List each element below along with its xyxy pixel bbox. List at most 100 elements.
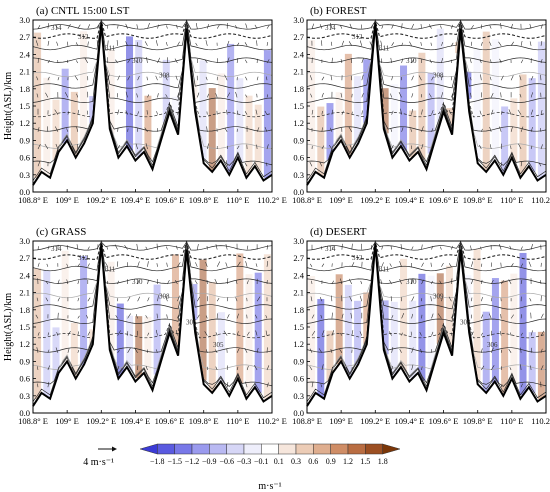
isentrope-line: [32, 242, 273, 353]
wind-vector: [499, 330, 502, 336]
wind-vector: [66, 245, 69, 250]
wind-vector: [77, 24, 81, 29]
wind-vector: [97, 24, 100, 29]
wind-vector: [399, 261, 402, 267]
colorbar-box: [209, 443, 227, 455]
contour-label: 310: [132, 57, 143, 65]
wind-vector: [309, 348, 313, 353]
y-tick-label: 1.5: [293, 101, 304, 111]
wind-vector: [341, 110, 344, 115]
panel-title: (b) FOREST: [310, 5, 367, 17]
wind-vector: [401, 332, 403, 336]
wind-vector: [236, 145, 240, 150]
wind-vector: [177, 262, 181, 267]
wind-vector: [319, 296, 323, 302]
wind-vector: [361, 93, 364, 98]
isentrope-line: [306, 242, 547, 272]
isentrope-line: [306, 21, 547, 149]
wind-vector: [320, 384, 323, 388]
wind-vector: [47, 365, 50, 371]
isentrope-line: [32, 21, 273, 166]
wind-vector: [481, 128, 483, 132]
y-tick-label: 1.2: [19, 339, 30, 349]
wind-vector: [411, 246, 414, 250]
wind-vector: [518, 143, 522, 150]
wind-vector: [489, 76, 492, 81]
wind-vector: [520, 314, 522, 319]
velocity-band: [116, 303, 124, 376]
wind-vector: [310, 93, 313, 98]
wind-vector: [331, 57, 333, 64]
colorbar: 4 m·s⁻¹ −1.8 −1.5 −1.2 −0.9 −0.6 −0.3 −0.1 0.1 0…: [83, 443, 401, 492]
velocity-band: [144, 316, 152, 381]
wind-vector: [331, 330, 335, 336]
isentrope-line: [306, 242, 547, 339]
wind-vector: [127, 313, 131, 319]
wind-vector: [155, 349, 158, 353]
wind-vector: [530, 365, 532, 371]
velocity-band: [308, 276, 316, 400]
wind-vector: [441, 41, 444, 46]
y-tick-label: 2.4: [293, 270, 304, 280]
y-tick-label: 0.0: [19, 187, 30, 197]
wind-vector: [164, 75, 168, 81]
wind-vector: [166, 246, 168, 250]
wind-vector: [225, 262, 228, 267]
wind-vector: [175, 279, 178, 285]
y-axis-label: Height(ASL)/km: [3, 72, 14, 141]
wind-vector: [36, 347, 39, 353]
wind-vector: [106, 280, 108, 285]
wind-vector: [530, 92, 533, 98]
wind-vector: [431, 331, 434, 336]
wind-vector: [481, 42, 483, 46]
wind-vector: [329, 145, 333, 150]
wind-vector: [510, 41, 514, 46]
reference-vector-arrowhead: [112, 446, 117, 452]
wind-vector: [245, 76, 248, 81]
isentrope-line: [306, 242, 547, 284]
wind-vector: [117, 75, 120, 81]
isentrope-line: [32, 21, 273, 149]
wind-vector: [319, 24, 323, 29]
wind-vector: [37, 127, 40, 132]
colorbar-box: [226, 443, 245, 455]
wind-vector: [517, 109, 522, 115]
colorbar-tick-label: −1.2: [185, 457, 200, 466]
y-tick-label: 2.4: [19, 49, 30, 59]
wind-vector: [530, 347, 533, 353]
wind-vector: [420, 41, 422, 46]
terrain-fill: [307, 22, 546, 193]
wind-vector: [255, 330, 258, 336]
x-tick-label: 110.2° E: [531, 416, 550, 426]
wind-vector: [420, 348, 422, 353]
velocity-band: [537, 41, 545, 178]
wind-vector: [67, 59, 69, 64]
velocity-band: [89, 96, 97, 124]
y-tick-label: 2.7: [19, 253, 30, 263]
wind-vector: [56, 332, 59, 336]
y-tick-label: 1.8: [19, 305, 30, 315]
wind-vector: [349, 144, 353, 150]
velocity-band: [245, 95, 253, 175]
wind-vector: [471, 25, 474, 29]
wind-vector: [127, 347, 131, 353]
wind-vector: [508, 109, 512, 115]
wind-vector: [117, 280, 119, 285]
wind-vector: [509, 245, 512, 250]
wind-vector: [391, 365, 393, 371]
wind-vector: [223, 330, 228, 336]
wind-vector: [520, 332, 523, 336]
wind-vector: [125, 23, 128, 29]
velocity-band: [126, 315, 134, 372]
contour-label: 306: [186, 318, 197, 326]
wind-vector: [471, 111, 473, 115]
isentrope-line: [32, 242, 273, 310]
wind-vector: [411, 75, 414, 81]
colorbar-tick-label: 0.6: [308, 457, 318, 466]
wind-vector: [391, 42, 395, 46]
velocity-band: [107, 49, 115, 134]
wind-vector: [114, 244, 118, 250]
isentrope-line: [306, 242, 547, 402]
wind-vector: [340, 92, 343, 98]
wind-vector: [500, 110, 503, 115]
